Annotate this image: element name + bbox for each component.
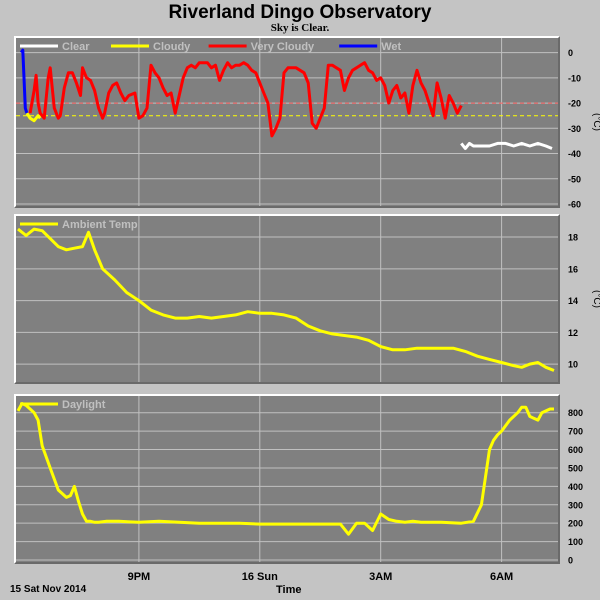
sky-y-tick-label: -40 [568,149,581,159]
daylight-y-tick-label: 600 [568,445,583,455]
daylight-y-tick-label: 200 [568,519,583,529]
sky-legend-label: Wet [381,41,401,53]
daylight-y-tick-label: 700 [568,427,583,437]
daylight-plot-area [16,396,558,562]
x-tick-label: 6AM [490,571,513,583]
sky-legend-label: Clear [62,41,90,53]
temp-y-tick-label: 10 [568,360,578,370]
daylight-y-tick-label: 100 [568,537,583,547]
sky-plot-area [16,38,558,206]
sky-y-tick-label: -10 [568,73,581,83]
temp-series-ambient-temp [17,227,555,372]
sky-series-very-cloudy [28,61,463,138]
temp-y-axis-label: (°C) [591,290,600,308]
sky-series-cloudy [25,112,42,123]
x-tick-label: 16 Sun [242,571,278,583]
sky-legend-label: Cloudy [153,41,191,53]
sky-y-tick-label: 0 [568,48,573,58]
temp-panel-frame [14,214,560,384]
daylight-y-tick-label: 500 [568,463,583,473]
x-tick-label: 9PM [128,571,151,583]
daylight-y-tick-label: 300 [568,500,583,510]
daylight-legend-label: Daylight [62,399,106,411]
sky-y-tick-label: -60 [568,200,581,210]
daylight-series-daylight [16,402,554,536]
temp-y-tick-label: 16 [568,264,578,274]
sky-legend-label: Very Cloudy [251,41,315,53]
sky-status: Sky is Clear. [270,22,330,34]
temp-y-tick-label: 14 [568,296,578,306]
x-axis-title: Time [276,584,302,596]
temp-plot-area [16,216,558,382]
sky-y-tick-label: -30 [568,124,581,134]
daylight-y-tick-label: 800 [568,408,583,418]
temp-y-tick-label: 12 [568,328,578,338]
sky-panel-frame [14,36,560,208]
x-tick-label: 3AM [369,571,392,583]
daylight-panel-frame [14,394,560,564]
page-title: Riverland Dingo Observatory [168,2,432,23]
sky-y-axis-label: (°C) [591,113,600,131]
daylight-y-tick-label: 400 [568,482,583,492]
temp-y-tick-label: 18 [568,233,578,243]
daylight-y-tick-label: 0 [568,556,573,566]
temp-legend-label: Ambient Temp [62,219,138,231]
sky-series-clear [460,141,553,150]
sky-y-tick-label: -50 [568,174,581,184]
sky-series-wet [19,48,29,114]
sky-y-tick-label: -20 [568,99,581,109]
date-label: 15 Sat Nov 2014 [10,584,87,595]
